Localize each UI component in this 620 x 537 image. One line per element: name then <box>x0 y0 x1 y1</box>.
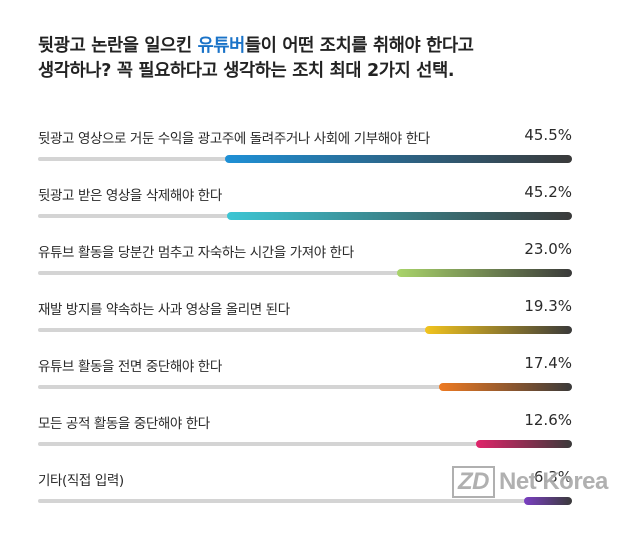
category-label: 유튜브 활동을 전면 중단해야 한다 <box>38 359 222 375</box>
bar <box>425 326 572 334</box>
title-prefix: 뒷광고 논란을 일으킨 <box>38 36 198 56</box>
category-label: 기타(직접 입력) <box>38 473 124 489</box>
bar-chart: 뒷광고 영상으로 거둔 수익을 광고주에 돌려주거나 사회에 기부해야 한다 45… <box>38 122 572 521</box>
category-label: 뒷광고 받은 영상을 삭제해야 한다 <box>38 188 222 204</box>
watermark-text: Net Korea <box>499 468 608 495</box>
bar-track <box>38 328 572 332</box>
value-label: 23.0% <box>524 240 572 258</box>
value-label: 45.2% <box>524 183 572 201</box>
bar <box>476 440 572 448</box>
bar-row: 뒷광고 받은 영상을 삭제해야 한다 45.2% <box>38 179 572 236</box>
bar-row: 기타(직접 입력) 6.3% <box>38 464 572 521</box>
bar <box>524 497 572 505</box>
bar <box>225 155 572 163</box>
bar-track <box>38 499 572 503</box>
bar-row: 유튜브 활동을 전면 중단해야 한다 17.4% <box>38 350 572 407</box>
bar <box>227 212 572 220</box>
value-label: 45.5% <box>524 126 572 144</box>
value-label: 6.3% <box>533 468 572 486</box>
title-suffix: 들이 어떤 조치를 취해야 한다고 <box>244 36 474 56</box>
category-label: 유튜브 활동을 당분간 멈추고 자숙하는 시간을 가져야 한다 <box>38 245 354 261</box>
bar-row: 재발 방지를 약속하는 사과 영상을 올리면 된다 19.3% <box>38 293 572 350</box>
value-label: 12.6% <box>524 411 572 429</box>
zdnet-korea-watermark: ZD Net Korea <box>452 466 608 498</box>
chart-title-line1: 뒷광고 논란을 일으킨 유튜버들이 어떤 조치를 취해야 한다고 <box>38 34 598 59</box>
value-label: 17.4% <box>524 354 572 372</box>
bar-row: 유튜브 활동을 당분간 멈추고 자숙하는 시간을 가져야 한다 23.0% <box>38 236 572 293</box>
bar-row: 뒷광고 영상으로 거둔 수익을 광고주에 돌려주거나 사회에 기부해야 한다 45… <box>38 122 572 179</box>
bar <box>439 383 572 391</box>
zd-logo-mark: ZD <box>452 466 495 498</box>
bar-track <box>38 385 572 389</box>
category-label: 재발 방지를 약속하는 사과 영상을 올리면 된다 <box>38 302 290 318</box>
bar <box>397 269 572 277</box>
bar-row: 모든 공적 활동을 중단해야 한다 12.6% <box>38 407 572 464</box>
category-label: 모든 공적 활동을 중단해야 한다 <box>38 416 210 432</box>
bar-track <box>38 442 572 446</box>
title-highlight: 유튜버 <box>197 36 246 56</box>
value-label: 19.3% <box>524 297 572 315</box>
bar-track <box>38 271 572 275</box>
category-label: 뒷광고 영상으로 거둔 수익을 광고주에 돌려주거나 사회에 기부해야 한다 <box>38 131 430 147</box>
chart-title-line2: 생각하나? 꼭 필요하다고 생각하는 조치 최대 2가지 선택. <box>38 61 455 81</box>
chart-title: 뒷광고 논란을 일으킨 유튜버들이 어떤 조치를 취해야 한다고 생각하나? 꼭… <box>38 34 598 84</box>
